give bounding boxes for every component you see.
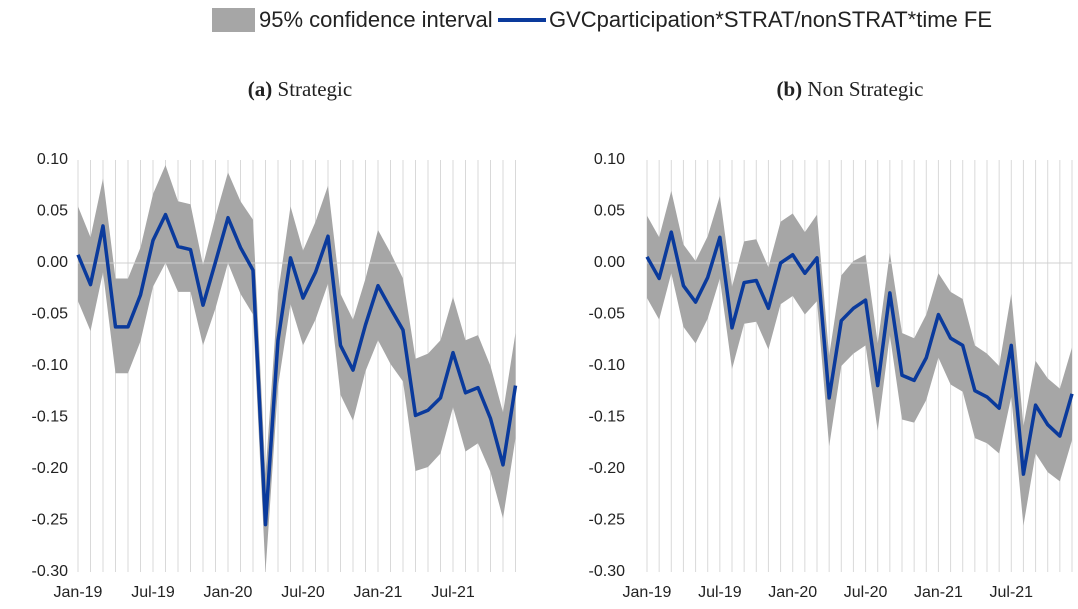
x-tick-label: Jan-20 [204, 584, 253, 601]
panel-title: (b) Non Strategic [777, 77, 924, 101]
y-tick-label: -0.20 [589, 460, 626, 477]
y-tick-label: -0.25 [32, 512, 69, 529]
panel-label: (a) [248, 77, 273, 101]
panel-name: Strategic [278, 77, 353, 101]
legend-label: 95% confidence interval [259, 7, 493, 32]
y-tick-label: -0.30 [32, 563, 69, 580]
x-tick-label: Jan-19 [54, 584, 103, 601]
x-tick-label: Jan-20 [768, 584, 817, 601]
confidence-band [78, 165, 516, 572]
y-tick-label: -0.15 [589, 409, 626, 426]
legend-label: GVCparticipation*STRAT/nonSTRAT*time FE [549, 7, 992, 32]
confidence-band [647, 190, 1072, 526]
y-tick-label: 0.10 [37, 151, 68, 168]
y-tick-label: 0.10 [594, 151, 625, 168]
x-tick-label: Jul-19 [698, 584, 742, 601]
x-tick-label: Jul-19 [131, 584, 175, 601]
panel-title: (a) Strategic [248, 77, 352, 101]
x-tick-label: Jan-19 [623, 584, 672, 601]
legend-swatch-band [212, 8, 255, 32]
panel-name: Non Strategic [807, 77, 923, 101]
x-tick-label: Jan-21 [914, 584, 963, 601]
y-tick-label: -0.25 [589, 512, 626, 529]
y-tick-label: -0.20 [32, 460, 69, 477]
y-tick-label: 0.05 [37, 203, 68, 220]
y-tick-label: 0.00 [37, 254, 68, 271]
y-tick-label: -0.05 [589, 306, 626, 323]
x-tick-label: Jul-20 [844, 584, 888, 601]
x-tick-label: Jul-21 [431, 584, 475, 601]
panel-label: (b) [777, 77, 803, 101]
y-tick-label: -0.10 [589, 357, 626, 374]
series-line [645, 230, 1074, 476]
x-tick-label: Jul-20 [281, 584, 325, 601]
y-tick-label: -0.30 [589, 563, 626, 580]
y-tick-label: 0.00 [594, 254, 625, 271]
y-tick-label: -0.10 [32, 357, 69, 374]
y-tick-label: -0.05 [32, 306, 69, 323]
y-tick-label: -0.15 [32, 409, 69, 426]
series-line [76, 212, 518, 527]
x-tick-label: Jan-21 [354, 584, 403, 601]
x-tick-label: Jul-21 [989, 584, 1033, 601]
y-tick-label: 0.05 [594, 203, 625, 220]
